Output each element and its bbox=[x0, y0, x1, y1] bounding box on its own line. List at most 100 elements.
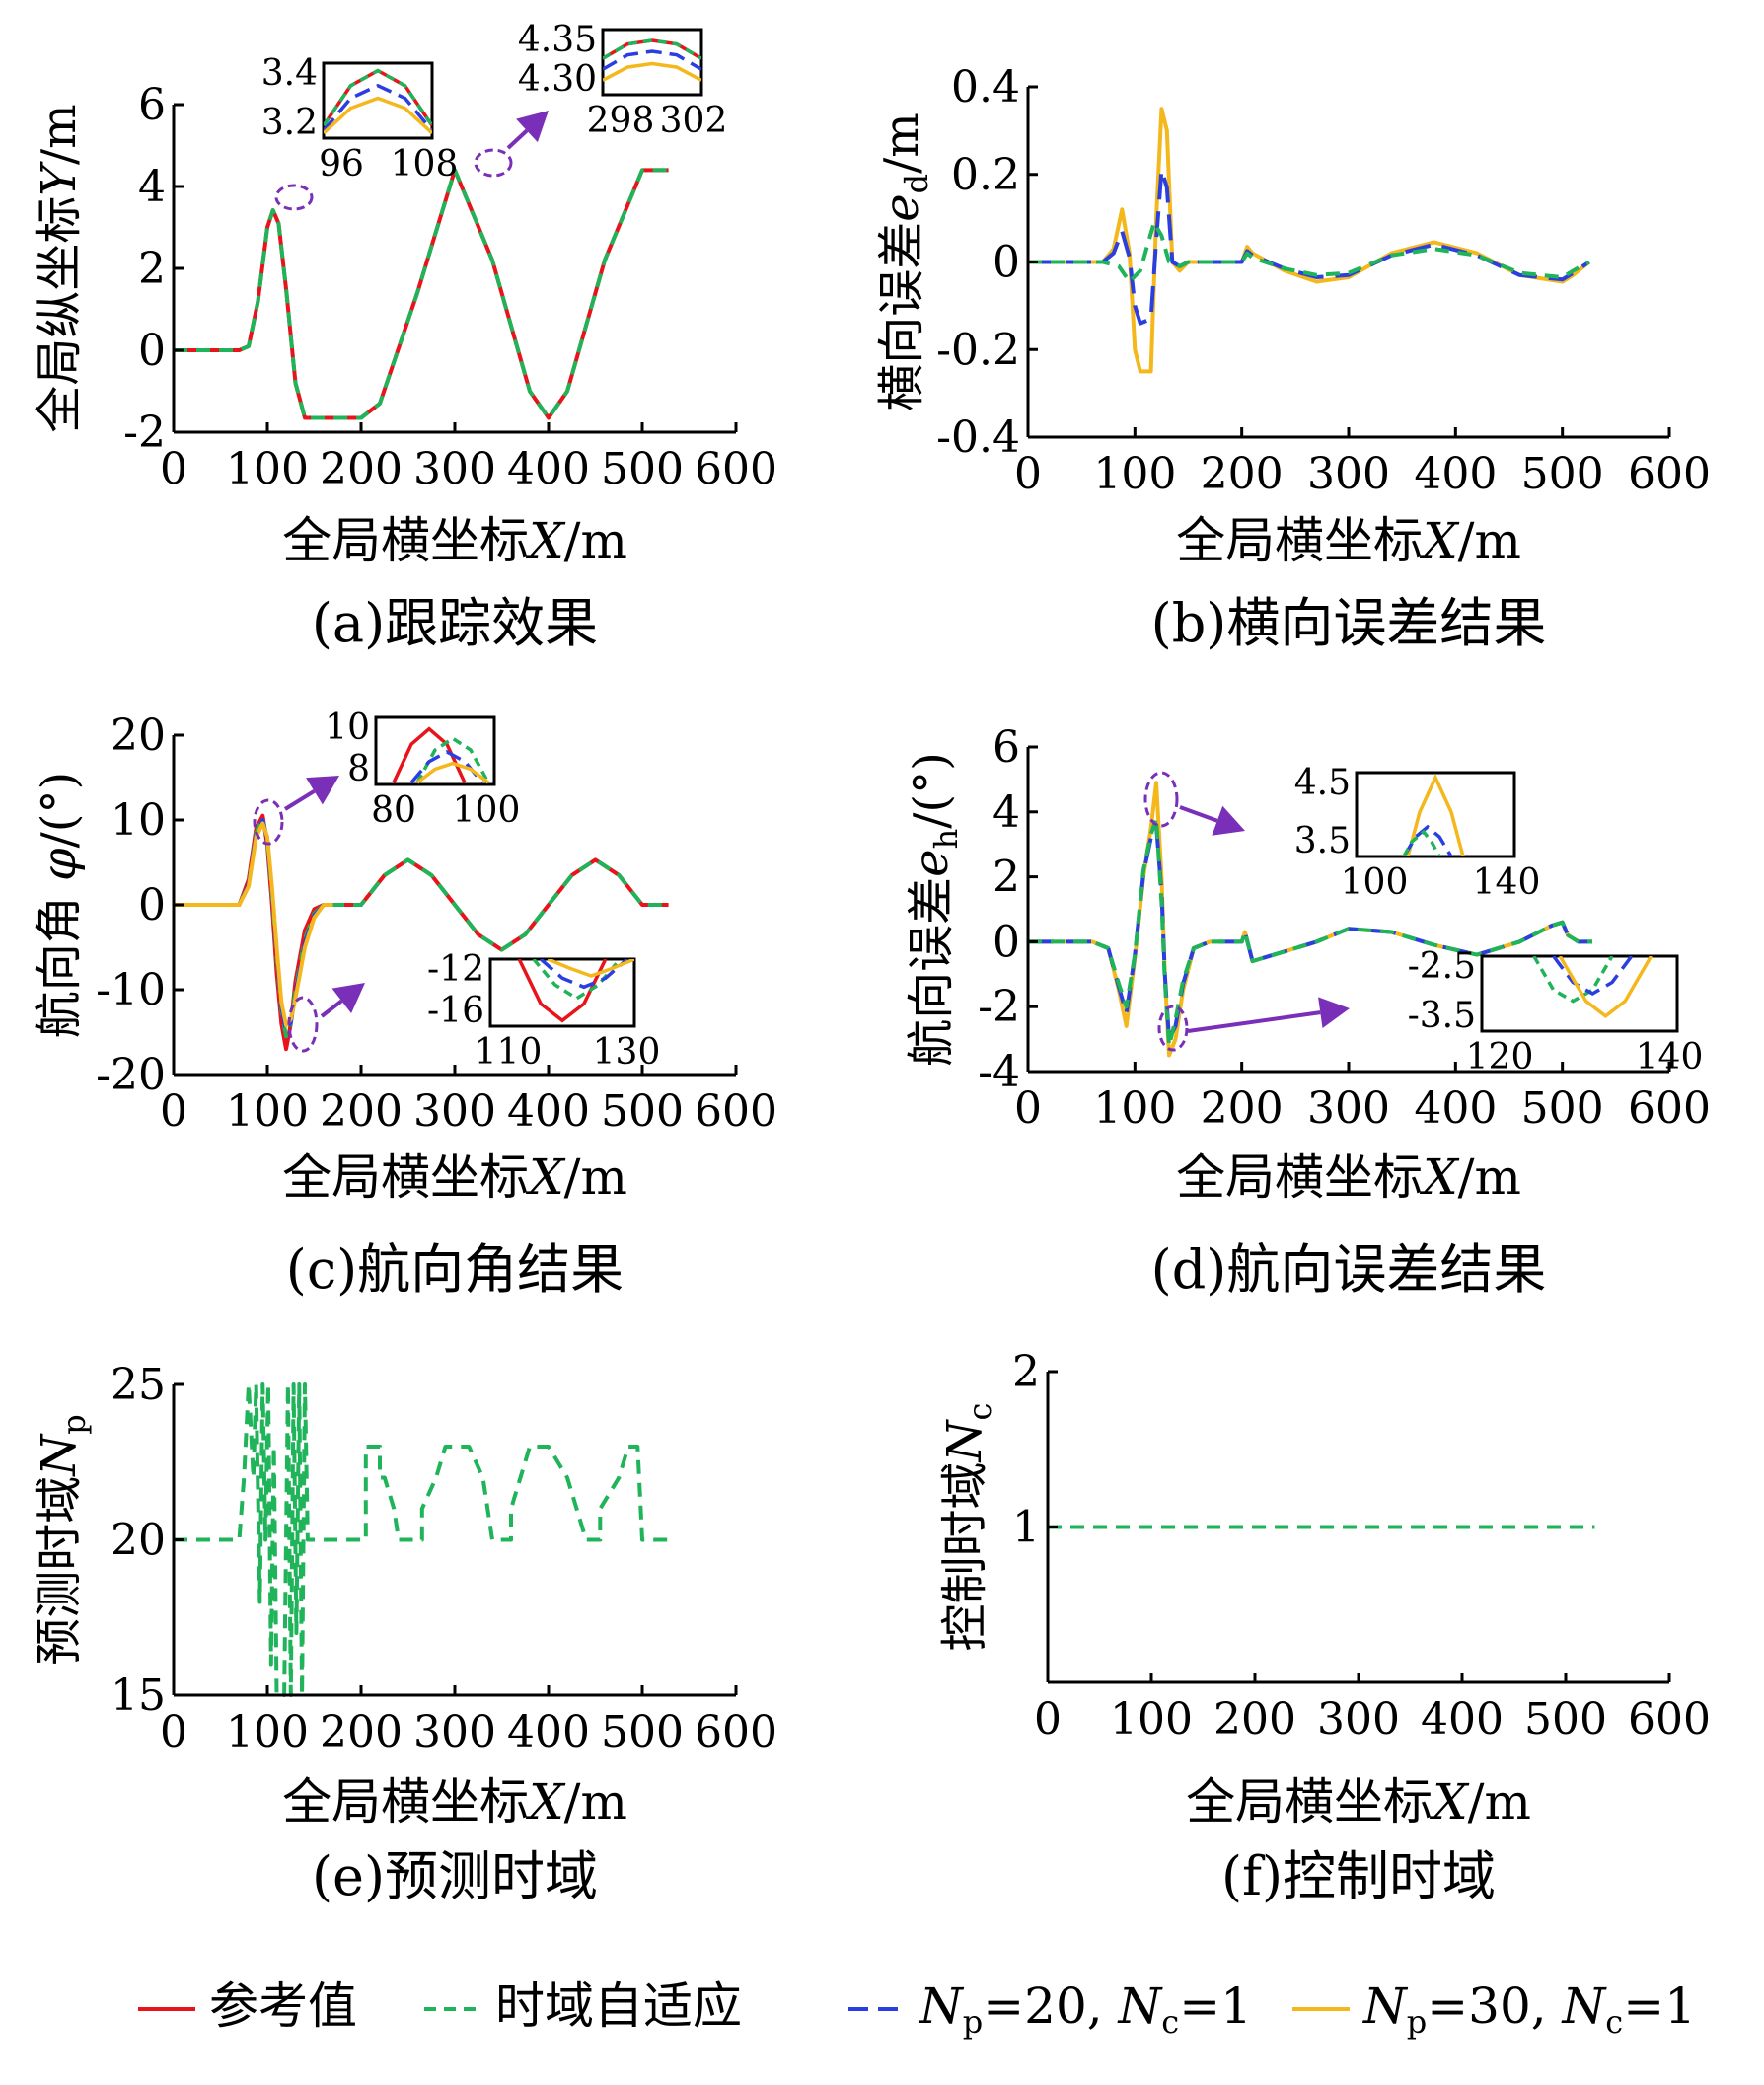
inset-y-tick-label: 4.5 bbox=[1294, 763, 1351, 803]
inset-curve-np20 bbox=[603, 49, 701, 71]
y-tick-label: -10 bbox=[96, 965, 166, 1015]
y-tick-label: 2 bbox=[1012, 1347, 1040, 1397]
inset-y-tick-label: 3.5 bbox=[1294, 821, 1351, 861]
panel-caption: (f)控制时域 bbox=[1221, 1845, 1496, 1907]
inset-x-tick-label: 130 bbox=[593, 1032, 661, 1073]
inset-curve-np20 bbox=[324, 83, 432, 132]
zoom-ring bbox=[1157, 1005, 1189, 1052]
panel-e: 0 100 200 300 400 500 600 15 20 25 全局横坐标X/m 预测时域Np (… bbox=[32, 1360, 777, 1907]
x-tick-label: 400 bbox=[1414, 449, 1497, 499]
y-tick-label: -4 bbox=[978, 1047, 1020, 1097]
x-tick-label: 600 bbox=[695, 444, 777, 494]
zoom-ring bbox=[253, 798, 284, 846]
series-np30-line bbox=[1028, 107, 1591, 374]
x-tick-label: 0 bbox=[160, 1707, 187, 1757]
inset-x-tick-label: 302 bbox=[660, 101, 728, 141]
series-np30-line bbox=[174, 821, 333, 1028]
inset-curve-np20 bbox=[539, 959, 628, 990]
x-axis-label: 全局横坐标X/m bbox=[1176, 512, 1521, 569]
x-tick-label: 500 bbox=[601, 1086, 684, 1137]
x-tick-label: 100 bbox=[1093, 449, 1176, 499]
inset-x-tick-label: 96 bbox=[319, 144, 364, 185]
panel-d: 0 100 200 300 400 500 600 -4 -2 0 2 4 6 全局横坐标X/m 航向误差e… bbox=[904, 722, 1711, 1301]
series-group bbox=[174, 813, 669, 1052]
x-tick-label: 0 bbox=[160, 1086, 187, 1137]
zoom-ring bbox=[287, 996, 319, 1053]
inset-x-tick-label: 140 bbox=[1636, 1037, 1704, 1078]
zoom-arrow-shaft bbox=[1187, 1010, 1321, 1033]
y-tick-label: 0 bbox=[138, 880, 166, 931]
inset-curve-np30 bbox=[1558, 956, 1654, 1019]
panel-caption: (b)横向误差结果 bbox=[1151, 592, 1547, 654]
inset-curve-adaptive bbox=[415, 736, 490, 783]
x-axis-label: 全局横坐标X/m bbox=[1176, 1149, 1521, 1206]
inset-x-tick-label: 140 bbox=[1473, 862, 1541, 903]
inset-y-tick-label: -2.5 bbox=[1408, 946, 1476, 987]
zoom-ring bbox=[274, 184, 314, 211]
x-tick-label: 0 bbox=[1014, 449, 1042, 499]
x-tick-label: 0 bbox=[1014, 1083, 1042, 1134]
inset-y-tick-label: 4.30 bbox=[518, 59, 597, 100]
panel-b: 0 100 200 300 400 500 600 -0.4 -0.2 0 0.2 0.4 全局横坐标X… bbox=[874, 62, 1711, 654]
x-tick-label: 200 bbox=[1201, 449, 1284, 499]
y-tick-label: 4 bbox=[992, 787, 1020, 838]
x-tick-label: 100 bbox=[226, 1086, 309, 1137]
series-group bbox=[174, 168, 669, 420]
y-tick-label: 6 bbox=[138, 80, 166, 130]
zoom-ring bbox=[474, 148, 513, 178]
legend-label-reference: 参考值 bbox=[209, 1977, 357, 2035]
y-tick-label: 0 bbox=[992, 238, 1020, 288]
x-tick-label: 300 bbox=[1317, 1694, 1400, 1745]
y-tick-label: -2 bbox=[123, 408, 166, 458]
y-axis-label: 航向误差eh/(°) bbox=[904, 752, 965, 1067]
series-group bbox=[1028, 107, 1591, 374]
zoom-arrow-head bbox=[306, 776, 339, 805]
panel-f: 0 100 200 300 400 500 600 1 2 全局横坐标X/m 控制时域Nc (f)控制… bbox=[937, 1347, 1711, 1907]
x-tick-label: 600 bbox=[695, 1086, 777, 1137]
series-adaptive-line bbox=[174, 168, 669, 420]
x-tick-label: 0 bbox=[160, 444, 187, 494]
panel-caption: (d)航向误差结果 bbox=[1151, 1238, 1547, 1301]
x-tick-label: 500 bbox=[1521, 1083, 1604, 1134]
y-tick-label: 0.2 bbox=[951, 150, 1020, 200]
series-reference-line bbox=[174, 168, 669, 420]
legend-label-adaptive: 时域自适应 bbox=[495, 1977, 742, 2035]
inset-y-tick-label: 3.4 bbox=[261, 53, 318, 94]
y-tick-label: -0.2 bbox=[936, 325, 1020, 375]
x-tick-label: 300 bbox=[413, 1707, 496, 1757]
x-tick-label: 300 bbox=[1307, 449, 1390, 499]
x-tick-label: 500 bbox=[1524, 1694, 1607, 1745]
x-axis-label: 全局横坐标X/m bbox=[282, 512, 627, 569]
series-adaptive-line bbox=[1028, 816, 1592, 1048]
y-tick-label: 20 bbox=[110, 710, 166, 761]
x-tick-label: 400 bbox=[507, 1707, 590, 1757]
y-tick-label: 4 bbox=[138, 162, 166, 212]
series-adaptive-line bbox=[174, 1382, 669, 1697]
zoom-arrow-shaft bbox=[320, 999, 343, 1018]
y-axis-label: 航向角 φ/(°) bbox=[32, 772, 87, 1039]
legend-label-np20: Np=20, Nc=1 bbox=[919, 1977, 1252, 2041]
zoom-arrow-head bbox=[331, 983, 365, 1014]
y-axis-label: 预测时域Np bbox=[32, 1414, 93, 1666]
zoom-arrow-shaft bbox=[283, 789, 316, 811]
zoom-arrow-head bbox=[1318, 997, 1350, 1029]
panel-caption: (a)跟踪效果 bbox=[312, 592, 598, 654]
y-tick-label: -20 bbox=[96, 1050, 166, 1100]
x-axis-label: 全局横坐标X/m bbox=[282, 1773, 627, 1830]
series-group bbox=[1028, 781, 1592, 1058]
inset-curve-np30 bbox=[415, 761, 490, 784]
inset-x-tick-label: 120 bbox=[1466, 1037, 1534, 1078]
x-tick-label: 400 bbox=[507, 1086, 590, 1137]
x-tick-label: 500 bbox=[601, 1707, 684, 1757]
x-axis-label: 全局横坐标X/m bbox=[282, 1149, 627, 1206]
inset-x-tick-label: 110 bbox=[475, 1032, 543, 1073]
zoom-arrow-head bbox=[1212, 805, 1245, 836]
y-tick-label: 0.4 bbox=[951, 62, 1020, 112]
inset-y-tick-label: -12 bbox=[427, 949, 484, 990]
x-tick-label: 200 bbox=[1201, 1083, 1284, 1134]
zoom-arrow-head bbox=[516, 111, 549, 143]
